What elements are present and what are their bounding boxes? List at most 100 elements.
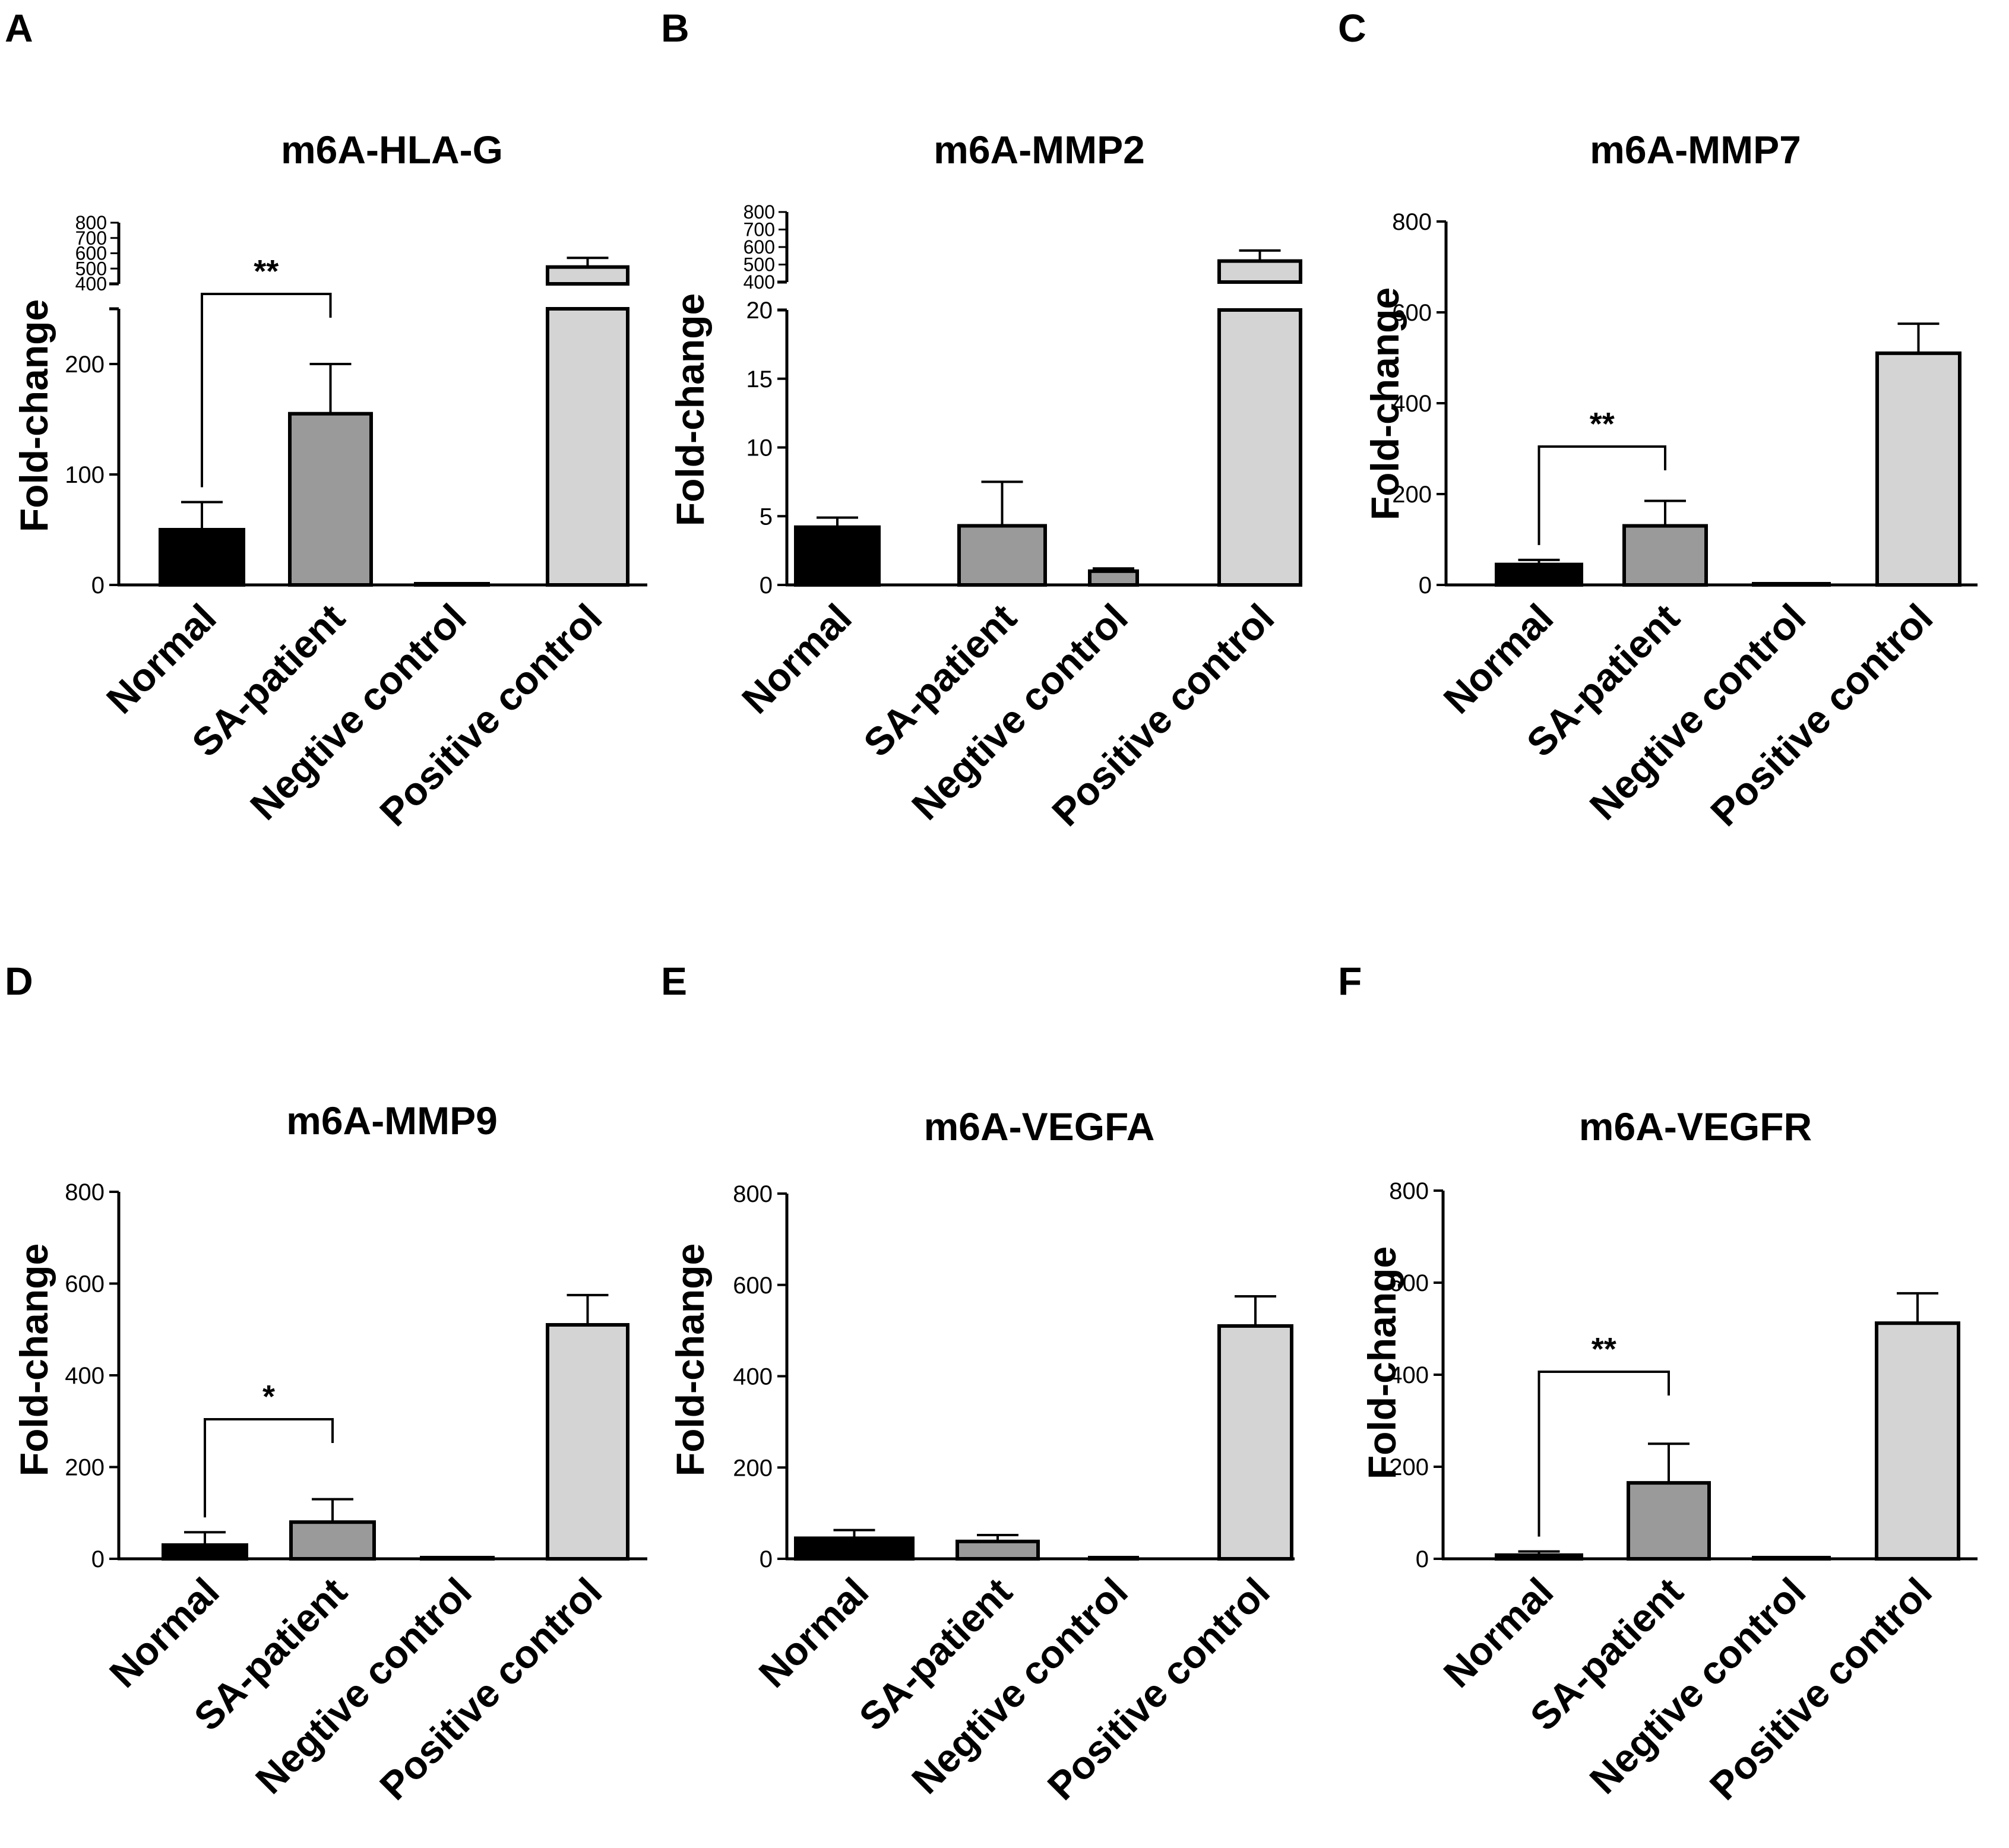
bar bbox=[794, 525, 881, 587]
bar bbox=[957, 524, 1047, 587]
y-tick-label-upper: 500 bbox=[744, 254, 775, 276]
y-tick-label: 10 bbox=[746, 435, 773, 461]
y-tick-label: 0 bbox=[1419, 572, 1432, 599]
significance-bracket bbox=[1537, 1371, 1670, 1537]
y-tick-label: 600 bbox=[733, 1273, 773, 1299]
y-tick-label: 400 bbox=[65, 1363, 105, 1389]
y-tick-label: 20 bbox=[746, 298, 773, 324]
y-tick-label-upper: 400 bbox=[75, 273, 107, 295]
y-tick-label-upper: 700 bbox=[744, 219, 775, 241]
y-axis-label: Fold-change bbox=[1360, 1246, 1404, 1479]
y-tick-label: 800 bbox=[65, 1179, 105, 1205]
chart-title: m6A-VEGFA bbox=[924, 1105, 1155, 1148]
bar bbox=[414, 582, 490, 587]
y-tick-label: 600 bbox=[1392, 300, 1432, 326]
y-axis-label: Fold-change bbox=[1363, 287, 1407, 520]
x-category-label: Normal bbox=[101, 1569, 227, 1696]
x-category-label: Normal bbox=[1435, 1569, 1561, 1696]
bar bbox=[159, 528, 245, 587]
significance-label: ** bbox=[1592, 1331, 1616, 1367]
chart-panel-d: Dm6A-MMP9Fold-change0200400600800NormalS… bbox=[5, 959, 647, 1808]
bar-upper bbox=[1217, 259, 1302, 284]
significance-label: ** bbox=[254, 254, 279, 289]
panel-letter: A bbox=[5, 6, 33, 50]
y-axis-label: Fold-change bbox=[668, 1243, 712, 1476]
chart-panel-c: Cm6A-MMP7Fold-change0200400600800NormalS… bbox=[1338, 6, 1978, 834]
y-tick-label: 800 bbox=[1389, 1178, 1429, 1204]
bar-upper bbox=[546, 265, 629, 286]
y-tick-label: 200 bbox=[1392, 482, 1432, 508]
x-category-label: Normal bbox=[98, 596, 224, 722]
x-category-label: Normal bbox=[1435, 596, 1561, 722]
y-tick-label: 0 bbox=[760, 1546, 773, 1572]
y-tick-label: 200 bbox=[65, 1455, 105, 1481]
bar bbox=[420, 1556, 495, 1561]
bar bbox=[546, 307, 629, 587]
bar bbox=[1088, 1556, 1139, 1561]
bar bbox=[289, 1520, 376, 1561]
y-tick-label: 0 bbox=[91, 572, 105, 599]
y-tick-label: 15 bbox=[746, 366, 773, 393]
y-axis-label: Fold-change bbox=[12, 1243, 56, 1476]
bar bbox=[1217, 308, 1302, 587]
bar bbox=[1622, 524, 1708, 587]
x-category-label: Positive control bbox=[1702, 596, 1941, 834]
x-category-label: Negtive control bbox=[1581, 596, 1814, 828]
y-axis-label: Fold-change bbox=[12, 299, 56, 532]
significance-bracket bbox=[201, 293, 332, 488]
y-tick-label: 200 bbox=[65, 352, 105, 378]
chart-title: m6A-HLA-G bbox=[281, 128, 503, 172]
significance-bracket bbox=[1537, 445, 1666, 545]
y-tick-label: 200 bbox=[1389, 1454, 1429, 1480]
significance-label: * bbox=[262, 1379, 275, 1415]
y-tick-label: 600 bbox=[65, 1271, 105, 1298]
bar bbox=[162, 1543, 248, 1561]
x-category-label: Positive control bbox=[371, 1569, 610, 1808]
bar bbox=[1752, 1556, 1831, 1561]
significance-bracket bbox=[204, 1418, 334, 1518]
y-tick-label-upper: 600 bbox=[75, 243, 107, 264]
panel-letter: D bbox=[5, 959, 33, 1003]
y-tick-label: 100 bbox=[65, 462, 105, 488]
bar bbox=[794, 1536, 915, 1561]
bar bbox=[1627, 1481, 1711, 1561]
bar bbox=[1495, 562, 1583, 587]
chart-title: m6A-VEGFR bbox=[1579, 1105, 1812, 1148]
y-tick-label: 400 bbox=[1392, 391, 1432, 417]
chart-title: m6A-MMP2 bbox=[934, 128, 1145, 172]
y-axis-label: Fold-change bbox=[668, 293, 712, 526]
x-category-label: Normal bbox=[733, 596, 860, 722]
y-tick-label: 800 bbox=[1392, 209, 1432, 235]
y-tick-label: 600 bbox=[1389, 1270, 1429, 1296]
panel-letter: E bbox=[661, 959, 687, 1003]
x-category-label: Negtive control bbox=[247, 1569, 480, 1802]
panel-letter: B bbox=[661, 6, 689, 50]
y-tick-label: 800 bbox=[733, 1181, 773, 1207]
panel-letter: F bbox=[1338, 959, 1362, 1003]
significance-label: ** bbox=[1590, 406, 1615, 442]
panel-letter: C bbox=[1338, 6, 1366, 50]
y-tick-label-upper: 700 bbox=[75, 227, 107, 249]
y-tick-label: 400 bbox=[733, 1364, 773, 1390]
x-category-label: Negtive control bbox=[1581, 1569, 1814, 1802]
bar bbox=[1875, 1321, 1960, 1561]
y-tick-label: 200 bbox=[733, 1455, 773, 1481]
bar bbox=[956, 1539, 1040, 1561]
bar bbox=[1088, 569, 1139, 587]
bar bbox=[1217, 1324, 1293, 1561]
y-tick-label: 5 bbox=[760, 504, 773, 530]
bar bbox=[1752, 582, 1831, 587]
y-tick-label: 0 bbox=[91, 1546, 105, 1572]
y-tick-label: 400 bbox=[1389, 1362, 1429, 1388]
x-category-label: Positive control bbox=[1701, 1569, 1940, 1808]
bar bbox=[1875, 351, 1961, 587]
y-tick-label-upper: 400 bbox=[744, 271, 775, 293]
chart-title: m6A-MMP9 bbox=[286, 1099, 498, 1143]
y-tick-label-upper: 600 bbox=[744, 236, 775, 258]
x-category-label: Normal bbox=[750, 1569, 877, 1696]
